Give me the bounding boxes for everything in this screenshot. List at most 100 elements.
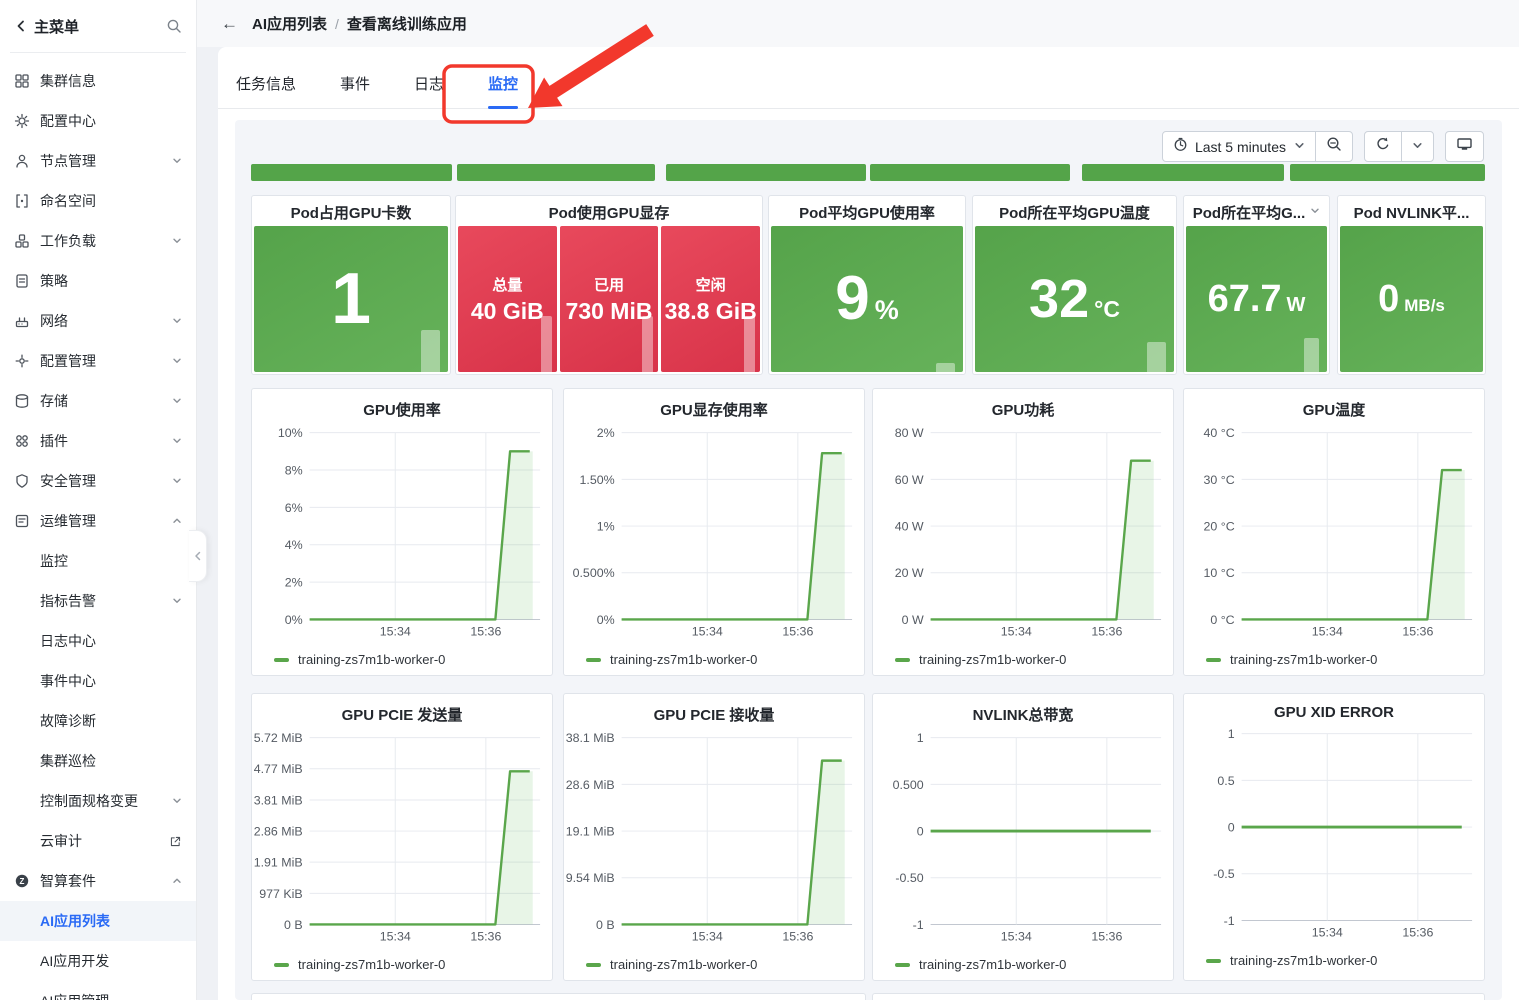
- svg-text:4%: 4%: [285, 538, 303, 552]
- sidebar-item-2[interactable]: 节点管理: [0, 141, 196, 181]
- sidebar: 主菜单 集群信息 配置中心 节点管理 命名空间 工作负载 策略 网络 配置管理 存储 插件 安全管理…: [0, 0, 207, 1000]
- time-range-picker[interactable]: Last 5 minutes: [1163, 132, 1315, 161]
- clock-icon: [1173, 137, 1188, 157]
- sidebar-item-7[interactable]: 配置管理: [0, 341, 196, 381]
- sidebar-item-9[interactable]: 插件: [0, 421, 196, 461]
- sidebar-item-15[interactable]: 事件中心: [0, 661, 196, 701]
- tab-1[interactable]: 事件: [340, 76, 371, 93]
- chevron-down-icon: [172, 796, 182, 806]
- stat-panel-title[interactable]: Pod使用GPU显存: [548, 204, 670, 222]
- svg-text:15:36: 15:36: [470, 929, 501, 943]
- sidebar-item-1[interactable]: 配置中心: [0, 101, 196, 141]
- back-arrow-icon[interactable]: ←: [221, 13, 238, 33]
- stat-panel-title[interactable]: Pod占用GPU卡数: [290, 204, 412, 222]
- partial-stat-panel-above-2: [666, 164, 866, 181]
- sidebar-item-label: 智算套件: [40, 873, 96, 889]
- legend-series-label: training-zs7m1b-worker-0: [1230, 953, 1378, 968]
- partial-stat-panel-above-3: [870, 164, 1070, 181]
- chart-legend[interactable]: training-zs7m1b-worker-0: [873, 652, 1173, 667]
- sidebar-item-8[interactable]: 存储: [0, 381, 196, 421]
- chart-title[interactable]: GPU显存使用率: [660, 402, 768, 419]
- stat-panel-title[interactable]: Pod所在平均G...: [1192, 204, 1306, 222]
- chart-legend[interactable]: training-zs7m1b-worker-0: [873, 957, 1173, 972]
- sidebar-item-20[interactable]: Z 智算套件: [0, 861, 196, 901]
- svg-text:1%: 1%: [597, 520, 615, 534]
- sidebar-item-11[interactable]: 运维管理: [0, 501, 196, 541]
- stat-panel-5: Pod NVLINK平... 0 MB/s: [1337, 195, 1486, 375]
- refresh-interval-dropdown[interactable]: [1401, 132, 1433, 161]
- chart-legend[interactable]: training-zs7m1b-worker-0: [252, 957, 552, 972]
- chevron-down-icon: [172, 356, 182, 366]
- tab-3[interactable]: 监控: [488, 73, 519, 109]
- sidebar-item-22[interactable]: AI应用开发: [0, 941, 196, 981]
- svg-text:30 °C: 30 °C: [1203, 473, 1234, 487]
- stat-panel-body: 9%: [771, 226, 963, 372]
- chart-legend[interactable]: training-zs7m1b-worker-0: [564, 957, 864, 972]
- sidebar-collapse-handle[interactable]: [189, 530, 207, 582]
- chevron-down-icon: [172, 436, 182, 446]
- search-icon[interactable]: [166, 18, 182, 34]
- svg-text:1.50%: 1.50%: [579, 473, 614, 487]
- sidebar-item-19[interactable]: 云审计: [0, 821, 196, 861]
- back-chevron-icon[interactable]: [14, 19, 28, 33]
- sidebar-item-18[interactable]: 控制面规格变更: [0, 781, 196, 821]
- sidebar-item-10[interactable]: 安全管理: [0, 461, 196, 501]
- stat-value: 9: [835, 264, 870, 333]
- chart-legend[interactable]: training-zs7m1b-worker-0: [1184, 652, 1484, 667]
- stat-cell-label: 已用: [594, 276, 625, 294]
- time-range-label: Last 5 minutes: [1194, 138, 1286, 155]
- sidebar-item-6[interactable]: 网络: [0, 301, 196, 341]
- svg-text:10%: 10%: [278, 426, 303, 440]
- svg-text:0.500%: 0.500%: [573, 566, 615, 580]
- chart-title[interactable]: NVLINK总带宽: [972, 707, 1074, 724]
- sparkline-bar: [540, 316, 552, 372]
- chevron-down-icon: [1310, 203, 1320, 221]
- sidebar-item-label: 运维管理: [40, 513, 96, 529]
- sidebar-item-label: AI应用列表: [40, 913, 110, 929]
- breadcrumb-parent[interactable]: AI应用列表: [252, 16, 328, 33]
- tab-0[interactable]: 任务信息: [236, 76, 297, 93]
- chevron-down-icon: [172, 156, 182, 166]
- chart-legend[interactable]: training-zs7m1b-worker-0: [1184, 953, 1484, 968]
- chart-legend[interactable]: training-zs7m1b-worker-0: [564, 652, 864, 667]
- chart-legend[interactable]: training-zs7m1b-worker-0: [252, 652, 552, 667]
- stat-unit: W: [1286, 294, 1306, 316]
- sidebar-item-23[interactable]: AI应用管理: [0, 981, 196, 1000]
- sparkline-bar: [642, 316, 654, 372]
- chart-panel-4: GPU PCIE 发送量 0 B 977 KiB 1.91 MiB 2.86 MiB 3.…: [251, 693, 553, 981]
- svg-text:0%: 0%: [285, 613, 303, 627]
- stat-panel-title[interactable]: Pod NVLINK平...: [1353, 204, 1470, 222]
- sparkline-bar: [1304, 338, 1319, 372]
- topbar: ← AI应用列表 / 查看离线训练应用: [197, 0, 1519, 47]
- chart-title[interactable]: GPU PCIE 发送量: [341, 707, 463, 724]
- svg-text:15:34: 15:34: [1312, 624, 1343, 638]
- sidebar-item-0[interactable]: 集群信息: [0, 61, 196, 101]
- breadcrumb-separator: /: [335, 15, 339, 32]
- legend-series-label: training-zs7m1b-worker-0: [298, 957, 446, 972]
- sidebar-item-17[interactable]: 集群巡检: [0, 741, 196, 781]
- chart-title[interactable]: GPU XID ERROR: [1273, 704, 1394, 721]
- stat-panel-title[interactable]: Pod平均GPU使用率: [799, 204, 935, 222]
- chart-title[interactable]: GPU PCIE 接收量: [653, 707, 775, 724]
- sidebar-item-13[interactable]: 指标告警: [0, 581, 196, 621]
- kiosk-mode-button[interactable]: [1446, 132, 1483, 161]
- svg-text:2%: 2%: [597, 426, 615, 440]
- zoom-out-button[interactable]: [1315, 132, 1352, 161]
- chart-title[interactable]: GPU温度: [1302, 402, 1366, 419]
- chart-title[interactable]: GPU功耗: [991, 402, 1055, 419]
- sidebar-item-16[interactable]: 故障诊断: [0, 701, 196, 741]
- sidebar-item-4[interactable]: 工作负载: [0, 221, 196, 261]
- chart-title[interactable]: GPU使用率: [363, 402, 441, 419]
- svg-text:1: 1: [917, 731, 924, 745]
- sidebar-item-21[interactable]: AI应用列表: [0, 901, 196, 941]
- sidebar-item-12[interactable]: 监控: [0, 541, 196, 581]
- sidebar-item-14[interactable]: 日志中心: [0, 621, 196, 661]
- svg-text:1: 1: [1228, 727, 1235, 741]
- sidebar-item-3[interactable]: 命名空间: [0, 181, 196, 221]
- stat-panel-3: Pod所在平均GPU温度 32 °C: [972, 195, 1177, 375]
- sidebar-item-5[interactable]: 策略: [0, 261, 196, 301]
- stat-panel-2: Pod平均GPU使用率 9%: [768, 195, 966, 375]
- stat-panel-title[interactable]: Pod所在平均GPU温度: [999, 204, 1150, 222]
- tab-2[interactable]: 日志: [414, 76, 445, 93]
- refresh-button[interactable]: [1365, 132, 1401, 161]
